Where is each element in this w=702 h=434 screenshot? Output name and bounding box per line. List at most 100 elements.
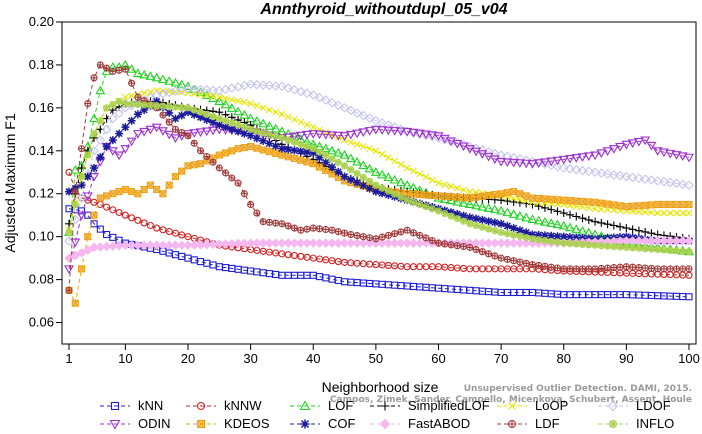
data-point [540, 231, 549, 240]
data-point [508, 158, 519, 168]
data-point [604, 243, 611, 250]
data-point [596, 168, 607, 178]
data-point [285, 137, 292, 144]
data-point [358, 128, 369, 138]
data-point [299, 400, 311, 411]
x-axis: 1 10 20 30 40 50 60 70 80 90 100 [65, 344, 700, 366]
plot-frame [61, 21, 697, 345]
data-point [197, 147, 204, 154]
data-point [364, 238, 375, 248]
data-point [522, 192, 530, 200]
data-point [70, 250, 81, 261]
data-point [121, 211, 129, 219]
data-point [646, 141, 657, 151]
data-point [109, 206, 117, 214]
legend-item-knn: kNN [100, 398, 163, 413]
data-point [590, 167, 600, 178]
data-point [203, 259, 211, 267]
data-point [354, 170, 361, 177]
data-point [329, 227, 336, 234]
data-point [140, 186, 148, 193]
data-point [452, 139, 463, 149]
series-inflo [65, 97, 693, 256]
data-point [201, 127, 212, 137]
data-point [623, 244, 630, 251]
data-point [508, 209, 519, 218]
data-point [240, 98, 248, 106]
data-point [239, 110, 250, 119]
data-point [195, 84, 206, 95]
y-tick-label: 0.18 [29, 57, 54, 72]
data-point [502, 158, 513, 168]
data-point [610, 264, 617, 271]
data-point [459, 211, 468, 220]
data-point [666, 201, 674, 208]
data-point [485, 225, 492, 232]
data-point [353, 178, 362, 187]
data-point [265, 139, 274, 148]
data-point [196, 258, 205, 266]
data-point [259, 136, 268, 145]
data-point [234, 97, 242, 105]
data-point [310, 145, 317, 152]
data-point [339, 103, 350, 113]
data-point [103, 104, 110, 111]
x-tick-label: 10 [118, 351, 132, 366]
data-point [628, 225, 637, 234]
data-point [370, 125, 381, 135]
data-point [159, 226, 167, 234]
data-point [647, 229, 656, 238]
y-tick-label: 0.20 [29, 14, 54, 29]
data-point [572, 212, 581, 221]
data-point [320, 95, 331, 105]
data-point [496, 205, 507, 215]
data-point [240, 129, 249, 138]
data-point [591, 205, 599, 213]
data-point [358, 110, 369, 121]
legend-label: LOF [328, 398, 353, 413]
data-point [559, 232, 568, 241]
data-point [303, 226, 310, 233]
x-tick-label: 90 [619, 351, 633, 366]
data-point [309, 148, 318, 157]
data-point [685, 209, 693, 217]
data-point [377, 126, 388, 135]
data-point [585, 265, 592, 272]
data-point [266, 106, 273, 114]
data-point [364, 163, 375, 173]
data-point [260, 218, 267, 225]
data-point [339, 132, 350, 141]
x-tick-label: 80 [557, 351, 571, 366]
data-point [641, 201, 649, 209]
data-point [347, 138, 355, 146]
data-point [78, 145, 85, 152]
data-point [241, 190, 248, 197]
data-point [385, 232, 392, 239]
data-point [429, 205, 436, 212]
data-point [228, 96, 236, 104]
legend-item-loop: LoOP [497, 398, 568, 413]
data-point [346, 238, 356, 248]
data-point [383, 120, 394, 130]
data-point [453, 193, 461, 201]
data-point [435, 179, 442, 187]
data-point [247, 100, 255, 107]
y-tick-label: 0.08 [29, 272, 54, 287]
data-point [97, 61, 104, 68]
data-point [673, 247, 680, 254]
data-point [541, 263, 548, 270]
data-point [165, 181, 173, 189]
data-point [327, 131, 337, 141]
data-point [115, 129, 124, 138]
data-point [347, 166, 354, 173]
data-point [579, 198, 586, 205]
data-point [126, 137, 137, 147]
data-point [132, 68, 143, 78]
data-point [178, 167, 186, 175]
legend-item-odin: ODIN [100, 416, 171, 431]
data-point [665, 236, 675, 246]
data-point [642, 245, 649, 252]
data-point [284, 145, 293, 154]
data-point [371, 187, 380, 196]
data-point [171, 229, 180, 237]
